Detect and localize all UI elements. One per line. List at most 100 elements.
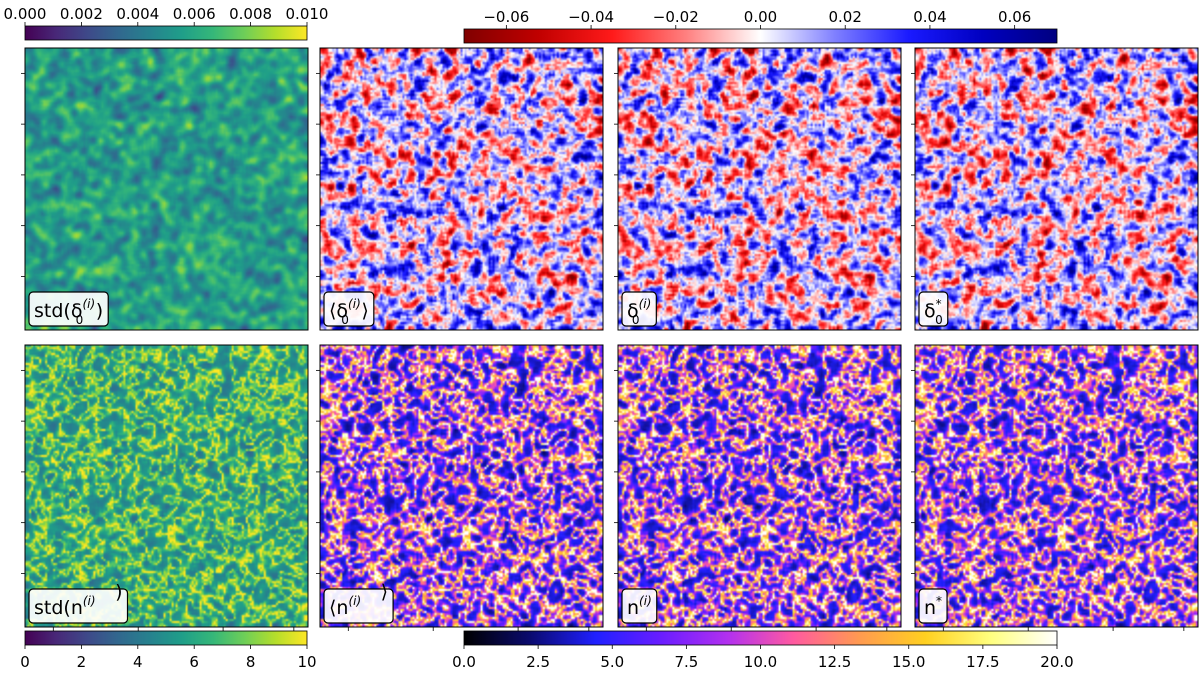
colorbar-tick-label: −0.02: [653, 8, 699, 26]
panel-label: δ(i) 0: [627, 297, 651, 327]
heatmap-image: [618, 48, 901, 330]
panel-label: n(i): [627, 594, 652, 619]
panel-label-sub: 0: [632, 313, 640, 327]
panel-label-sup: (i): [348, 297, 361, 311]
colorbar-tick-label: −0.06: [483, 8, 529, 26]
colorbar-gradient: [24, 630, 308, 646]
colorbar-tick-label: 2.5: [526, 653, 550, 671]
panel-label-sup: (i): [82, 297, 95, 311]
colorbar-tick-label: 17.5: [966, 653, 999, 671]
panel-frame: [24, 344, 309, 628]
panel-r1c2: n(i): [614, 344, 902, 631]
colorbar-tick-label: 10.0: [744, 653, 777, 671]
panel-r1c0: std(n(i)): [21, 344, 309, 631]
panel-label: δ* 0: [924, 297, 943, 327]
panel-label-sub: 0: [935, 313, 943, 327]
panel-label: std(δ(i) 0): [34, 297, 103, 327]
panel-label-tail: ): [115, 581, 122, 603]
colorbar-tick-label: 20.0: [1040, 653, 1073, 671]
heatmap-image: [320, 345, 603, 627]
panel-label-sup: *: [936, 297, 942, 311]
colorbars: 0.000 0.002 0.004 0.006 0.008 0.010 −0.06 −0.04…: [4, 5, 1074, 671]
colorbar-tick-label: 8: [246, 653, 256, 671]
colorbar-tick-label: 0.02: [829, 8, 862, 26]
colorbar-tick-label: 0.008: [229, 5, 272, 23]
panel-r0c3: δ* 0: [911, 47, 1199, 331]
panel-frame: [914, 47, 1199, 331]
colorbar-tick-label: 0.04: [913, 8, 946, 26]
panel-label-sup: (i): [639, 297, 652, 311]
colorbar-delta: −0.06 −0.04 −0.02 0.00 0.02 0.04 0.06: [463, 8, 1058, 44]
colorbar-tick-label: 10: [297, 653, 316, 671]
colorbar-tick-label: 0.06: [998, 8, 1031, 26]
panel-label-sub: 0: [76, 313, 84, 327]
panel-r0c1: ⟨δ(i) 0 ⟩: [316, 47, 604, 331]
panel-label: n*: [924, 594, 942, 619]
panel-label-base: δ: [924, 300, 936, 322]
colorbar-std_delta: 0.000 0.002 0.004 0.006 0.008 0.010: [4, 5, 329, 41]
colorbar-tick-label: 0.010: [286, 5, 329, 23]
panel-label-base: ⟨n: [329, 597, 348, 619]
panel-label-base: std(n: [34, 597, 83, 619]
panel-frame: [617, 344, 902, 628]
panel-label: std(n(i)): [34, 581, 123, 619]
panel-label-sup: (i): [348, 594, 361, 608]
panel-r1c1: ⟨n(i) ⟩: [316, 344, 604, 631]
panel-label-tail: ): [96, 300, 103, 322]
panel-label-box: [28, 588, 129, 624]
colorbar-tick-label: 0.006: [173, 5, 216, 23]
panel-label-base: n: [924, 597, 936, 619]
colorbar-tick-label: 0.0: [452, 653, 476, 671]
panel-label-box: [918, 291, 949, 327]
panel-label-sup: (i): [639, 594, 652, 608]
colorbar-tick-label: 0.004: [116, 5, 159, 23]
colorbar-tick-label: 2: [77, 653, 87, 671]
colorbar-n: 0.0 2.5 5.0 7.5 10.0 12.5 15.0 17.5 20.0: [452, 630, 1074, 671]
colorbar-tick-label: 0.002: [60, 5, 103, 23]
heatmap-image: [25, 48, 308, 330]
colorbar-gradient: [463, 28, 1058, 44]
panel-label-sup: *: [936, 594, 942, 608]
panel-label-base: std(δ: [34, 300, 82, 322]
panel-label-base: ⟨δ: [329, 300, 348, 322]
heatmap-image: [25, 345, 308, 627]
colorbar-tick-label: 0.000: [4, 5, 47, 23]
colorbar-gradient: [463, 630, 1058, 646]
panel-label-tail: ⟩: [381, 581, 388, 603]
panel-label-box: [918, 588, 948, 624]
panel-label: ⟨δ(i) 0 ⟩: [329, 297, 369, 327]
colorbar-tick-label: 6: [189, 653, 199, 671]
panel-frame: [914, 344, 1199, 628]
colorbar-tick-label: 0: [20, 653, 30, 671]
panel-r0c2: δ(i) 0: [614, 47, 902, 331]
panel-label-box: [621, 291, 657, 327]
panel-frame: [319, 47, 604, 331]
panel-frame: [24, 47, 309, 331]
colorbar-tick-label: −0.04: [568, 8, 614, 26]
colorbar-tick-label: 4: [133, 653, 143, 671]
panel-label-sub: 0: [341, 313, 349, 327]
heatmap-image: [618, 345, 901, 627]
panel-label-base: n: [627, 597, 639, 619]
colorbar-tick-label: 5.0: [600, 653, 624, 671]
panel-label-sup: (i): [83, 594, 96, 608]
heatmap-image: [915, 48, 1198, 330]
panel-label-base: δ: [627, 300, 639, 322]
panel-label-box: [323, 588, 394, 624]
colorbar-tick-label: 0.00: [744, 8, 777, 26]
panel-label: ⟨n(i) ⟩: [329, 581, 388, 619]
panel-frame: [319, 344, 604, 628]
panel-r0c0: std(δ(i) 0): [21, 47, 309, 331]
panel-r1c3: n*: [911, 344, 1199, 631]
panel-frame: [617, 47, 902, 331]
colorbar-gradient: [24, 25, 308, 41]
panel-label-box: [28, 291, 109, 327]
heatmap-image: [320, 48, 603, 330]
colorbar-std_n: 0 2 4 6 8 10: [20, 630, 317, 671]
panel-label-tail: ⟩: [361, 300, 368, 322]
colorbar-tick-label: 15.0: [892, 653, 925, 671]
heatmap-image: [915, 345, 1198, 627]
colorbar-tick-label: 12.5: [818, 653, 851, 671]
